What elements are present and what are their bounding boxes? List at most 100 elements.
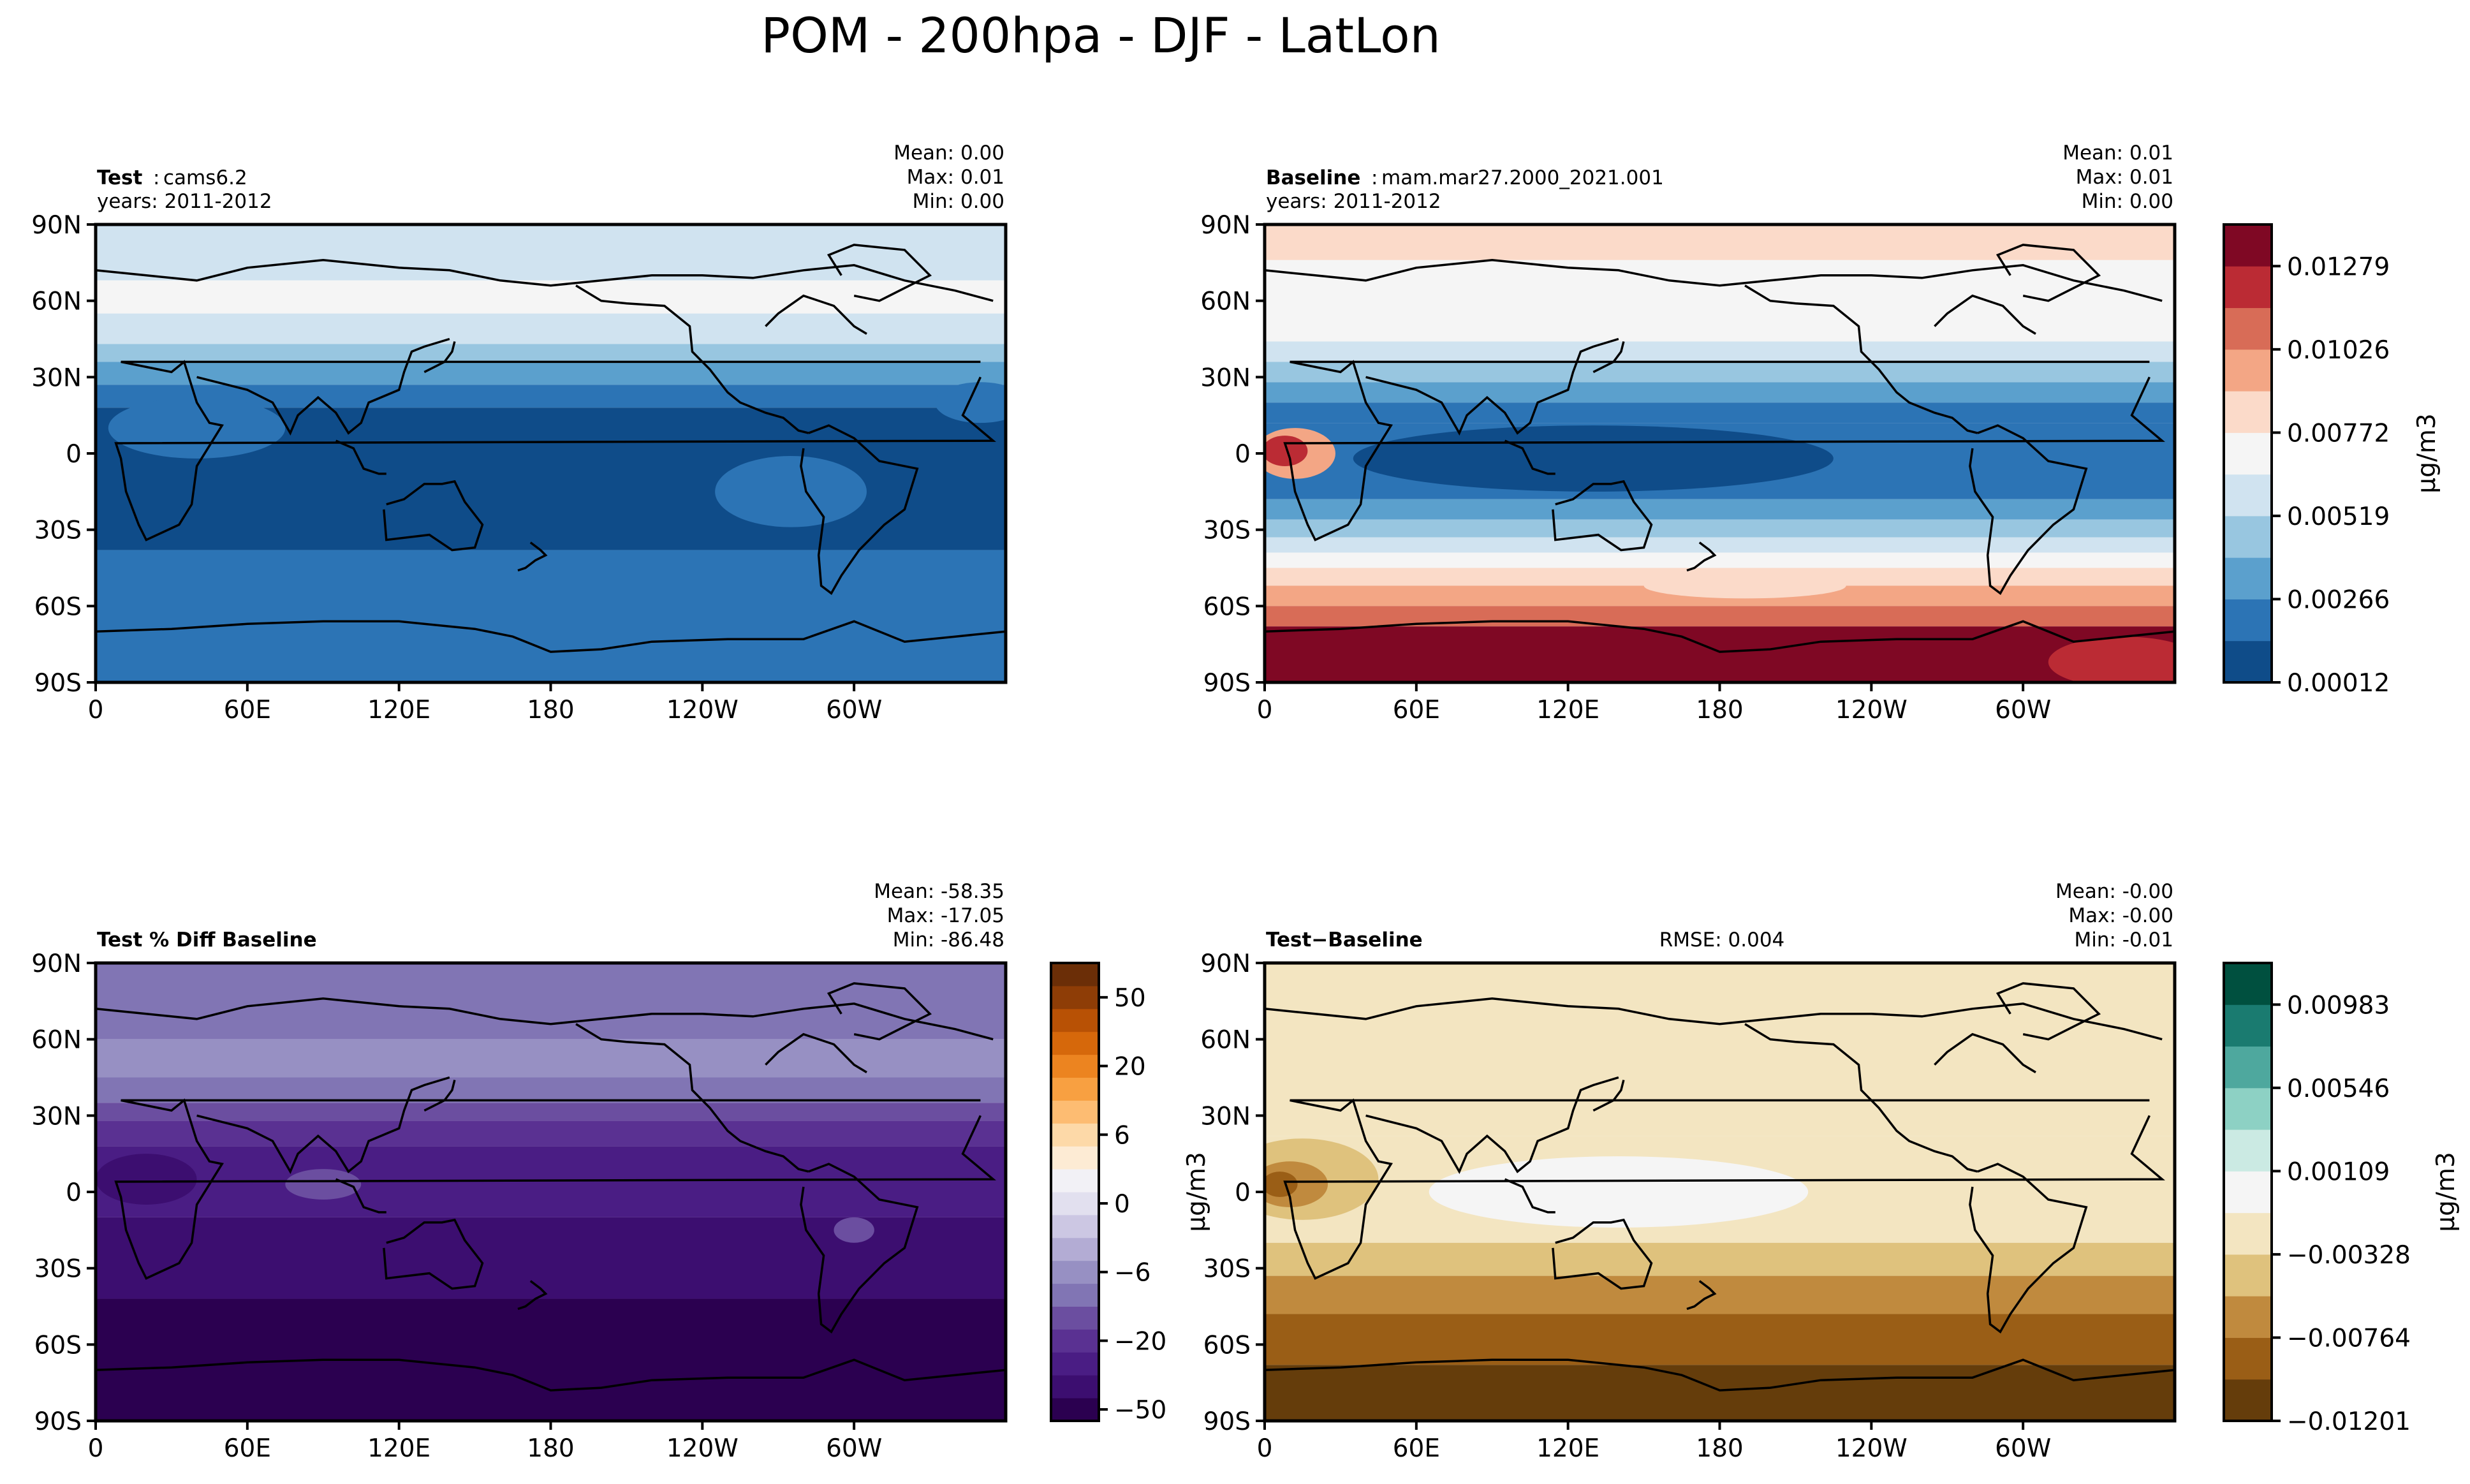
colorbar-segment xyxy=(2224,1004,2272,1047)
panel-pctdiff-stat-mean: Mean: -58.35 xyxy=(874,880,1004,903)
coastline-3 xyxy=(1552,480,1653,552)
coastline-9 xyxy=(1686,1280,1717,1311)
contour-band-0 xyxy=(1265,224,2175,260)
lat-tick-label: 90S xyxy=(34,1407,82,1436)
lon-tick-label: 180 xyxy=(527,1434,574,1463)
lat-tick-label: 30S xyxy=(1203,1255,1251,1284)
lon-tick-label: 180 xyxy=(1696,1434,1743,1463)
contour-patch-2 xyxy=(935,382,1006,423)
colorbar-segment xyxy=(1051,1260,1099,1284)
coastline-5 xyxy=(800,424,919,595)
lat-tick-label: 60N xyxy=(31,1026,82,1055)
lon-tick-label: 120W xyxy=(666,1434,739,1463)
coastline-11 xyxy=(1592,1080,1625,1112)
lat-tick-label: 60N xyxy=(1200,288,1251,316)
colorbar-segment xyxy=(2224,1337,2272,1380)
lat-tick-label: 30N xyxy=(31,1102,82,1131)
lon-tick-label: 120E xyxy=(367,1434,430,1463)
contour-band-5 xyxy=(1265,1365,2175,1421)
contour-band-3 xyxy=(96,344,1006,362)
lon-tick-label: 120W xyxy=(666,696,739,724)
coastline-2 xyxy=(196,1076,450,1175)
contour-band-1 xyxy=(1265,260,2175,342)
coastline-4 xyxy=(1744,1023,1978,1173)
panel-baseline-title-bold: Baseline xyxy=(1266,166,1360,189)
panel-diff-stat-mean: Mean: -0.00 xyxy=(2055,880,2173,903)
coastline-2 xyxy=(1365,1076,1619,1175)
coastline-11 xyxy=(423,1080,456,1112)
colorbar-segment xyxy=(1051,1123,1099,1147)
lat-tick-label: 60S xyxy=(1203,1331,1251,1360)
panel-pctdiff-title: Test % Diff Baseline xyxy=(97,929,317,951)
lon-tick-label: 120E xyxy=(1536,1434,1599,1463)
lat-tick-label: 0 xyxy=(1235,1179,1251,1207)
contour-band-14 xyxy=(1265,626,2175,682)
lon-tick-label: 120E xyxy=(1536,696,1599,724)
coastline-3 xyxy=(383,1218,484,1290)
colorbar-tick-label: 0.00546 xyxy=(2287,1075,2390,1103)
panel-baseline-title-rest: mam.mar27.2000_2021.001 xyxy=(1381,166,1664,189)
contour-band-4 xyxy=(1265,1314,2175,1365)
contour-band-4 xyxy=(96,362,1006,385)
lat-tick-label: 90N xyxy=(31,950,82,978)
panel-test-title-sep: : xyxy=(153,166,159,189)
coastline-6 xyxy=(96,1358,1006,1392)
panel-test-stat-min: Min: 0.00 xyxy=(913,190,1004,213)
lon-tick-label: 120E xyxy=(367,696,430,724)
coastline-9 xyxy=(517,541,548,572)
coastline-2 xyxy=(196,337,450,436)
contour-band-3 xyxy=(1265,1275,2175,1314)
colorbar-diff-label: μg/m3 xyxy=(2432,1152,2460,1232)
colorbar-tick-label: 0.01026 xyxy=(2287,336,2390,365)
colorbar-segment xyxy=(1051,1398,1099,1422)
colorbar-segment xyxy=(2224,1129,2272,1172)
colorbar-segment xyxy=(2224,1254,2272,1297)
contour-patch-4 xyxy=(2048,636,2175,682)
figure-title: POM - 200hpa - DJF - LatLon xyxy=(761,7,1441,64)
colorbar-tick-label: −0.01201 xyxy=(2287,1407,2411,1436)
coastline-9 xyxy=(517,1280,548,1311)
coastlines-diff xyxy=(1265,982,2175,1392)
panel-baseline-stat-mean: Mean: 0.01 xyxy=(2062,142,2173,165)
colorbar-segment xyxy=(1051,1146,1099,1170)
lat-tick-label: 0 xyxy=(66,440,82,469)
contour-band-2 xyxy=(96,313,1006,344)
colorbar-frame xyxy=(1050,962,1100,1422)
coastline-3 xyxy=(383,480,484,552)
colorbar-tick-label: 0.00012 xyxy=(2287,669,2390,698)
coastlines-baseline xyxy=(1265,244,2175,653)
contour-band-2 xyxy=(96,1077,1006,1103)
panel-test-stat-mean: Mean: 0.00 xyxy=(893,142,1004,165)
colorbar-segment xyxy=(2224,391,2272,433)
contour-band-3 xyxy=(96,1103,1006,1121)
coastline-0 xyxy=(96,259,994,302)
lon-tick-label: 60E xyxy=(224,696,271,724)
coastline-0 xyxy=(96,997,994,1041)
coastline-7 xyxy=(765,1032,867,1073)
lat-tick-label: 60S xyxy=(34,1331,82,1360)
contour-band-7 xyxy=(96,1298,1006,1421)
colorbar-tick-label: −20 xyxy=(1114,1327,1166,1356)
coastline-10 xyxy=(335,439,386,475)
contour-band-2 xyxy=(1265,1242,2175,1276)
colorbar-segment xyxy=(2224,640,2272,683)
panel-diff-title: Test−Baseline xyxy=(1266,929,1423,951)
colorbar-segment xyxy=(2224,1296,2272,1338)
colorbar-segment xyxy=(1051,1100,1099,1124)
field-diff xyxy=(1265,963,2175,1421)
colorbar-main-label: μg/m3 xyxy=(2413,413,2441,494)
colorbar-frame xyxy=(2223,962,2273,1422)
coastlines-pctdiff xyxy=(96,982,1006,1392)
contour-band-13 xyxy=(1265,606,2175,627)
lon-tick-label: 60W xyxy=(826,696,882,724)
contour-band-3 xyxy=(1265,362,2175,383)
colorbar-segment xyxy=(1051,963,1099,987)
lat-tick-label: 0 xyxy=(1235,440,1251,469)
colorbar-segment xyxy=(1051,1283,1099,1307)
lon-tick-label: 60E xyxy=(1393,1434,1440,1463)
lon-tick-label: 0 xyxy=(88,1434,104,1463)
contour-patch-1 xyxy=(834,1217,874,1243)
colorbar-segment xyxy=(1051,1237,1099,1261)
